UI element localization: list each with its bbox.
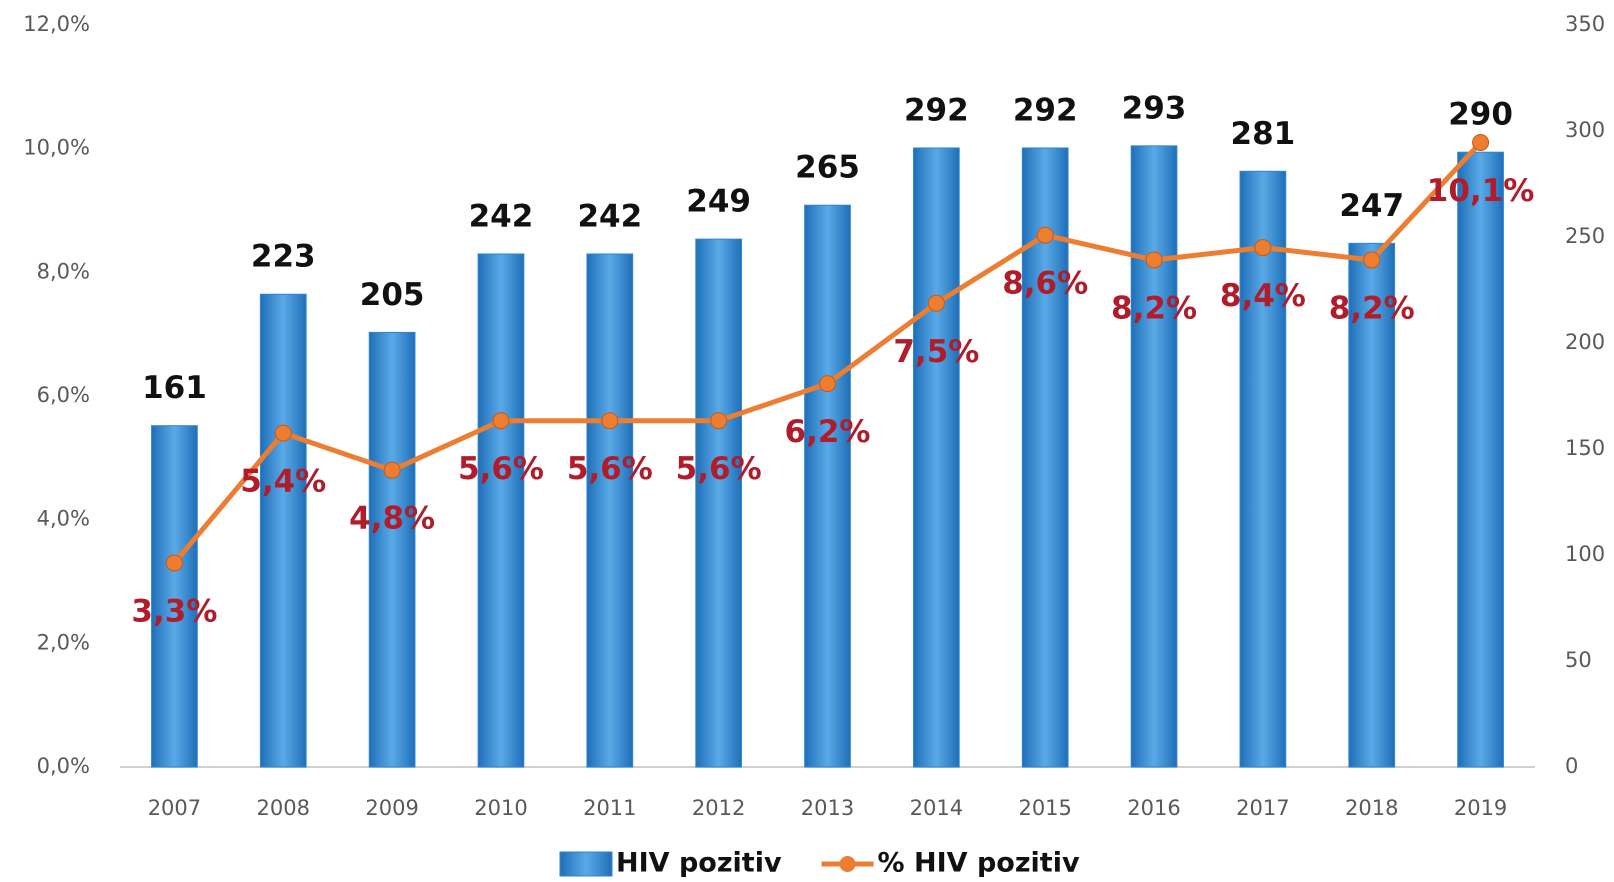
line-value-label: 4,8% bbox=[349, 501, 435, 537]
line-value-label: 6,2% bbox=[785, 414, 871, 450]
line-point bbox=[927, 294, 945, 312]
line-point bbox=[165, 554, 183, 572]
y-tick-label: 12,0% bbox=[23, 12, 90, 36]
line-point bbox=[710, 412, 728, 430]
bar bbox=[1348, 242, 1396, 768]
x-tick-label: 2017 bbox=[1236, 796, 1289, 820]
line-point bbox=[1363, 251, 1381, 269]
y2-tick-label: 350 bbox=[1565, 12, 1605, 36]
bar bbox=[477, 253, 525, 768]
line-value-label: 5,4% bbox=[240, 464, 326, 500]
x-tick-label: 2019 bbox=[1454, 796, 1507, 820]
y-tick-label: 10,0% bbox=[23, 136, 90, 160]
y2-tick-label: 200 bbox=[1565, 330, 1605, 354]
y-tick-label: 0,0% bbox=[37, 754, 90, 778]
y-tick-label: 8,0% bbox=[37, 259, 90, 283]
bar bbox=[151, 425, 198, 768]
line-point bbox=[274, 424, 292, 442]
y2-tick-label: 250 bbox=[1565, 224, 1605, 248]
x-tick-label: 2012 bbox=[692, 796, 745, 820]
bar bbox=[1239, 170, 1287, 768]
bar-value-label: 265 bbox=[795, 150, 860, 186]
x-tick-label: 2015 bbox=[1018, 796, 1071, 820]
y-tick-label: 6,0% bbox=[37, 383, 90, 407]
line-value-label: 10,1% bbox=[1427, 173, 1535, 209]
bar bbox=[586, 253, 634, 768]
line-value-label: 7,5% bbox=[893, 334, 979, 370]
legend-swatch bbox=[839, 856, 856, 872]
bar-value-label: 205 bbox=[360, 277, 425, 313]
y2-tick-label: 0 bbox=[1565, 754, 1578, 778]
bar bbox=[1457, 151, 1504, 768]
bar bbox=[912, 147, 960, 768]
x-tick-label: 2016 bbox=[1127, 796, 1180, 820]
line-point bbox=[1254, 239, 1272, 257]
bar-value-label: 223 bbox=[251, 239, 316, 275]
y2-tick-label: 100 bbox=[1565, 542, 1605, 566]
bar-value-label: 292 bbox=[904, 92, 969, 128]
line-value-label: 8,4% bbox=[1220, 278, 1306, 314]
bar-value-label: 281 bbox=[1231, 116, 1296, 152]
bar bbox=[695, 238, 743, 768]
bar-value-label: 292 bbox=[1013, 92, 1078, 128]
legend-label: % HIV pozitiv bbox=[878, 848, 1080, 879]
bar-value-label: 249 bbox=[686, 184, 751, 220]
bar-value-label: 242 bbox=[577, 198, 642, 234]
x-tick-label: 2014 bbox=[910, 796, 963, 820]
y2-tick-label: 300 bbox=[1565, 118, 1605, 142]
line-point bbox=[383, 461, 401, 479]
bar-value-label: 161 bbox=[142, 370, 207, 406]
line-point bbox=[819, 375, 836, 393]
line-point bbox=[601, 412, 619, 430]
y-tick-label: 2,0% bbox=[37, 630, 90, 654]
bar-value-label: 293 bbox=[1122, 90, 1187, 126]
x-tick-label: 2009 bbox=[365, 796, 418, 820]
x-tick-label: 2013 bbox=[801, 796, 854, 820]
line-value-label: 8,2% bbox=[1329, 290, 1415, 326]
y-tick-label: 4,0% bbox=[37, 507, 90, 531]
x-tick-label: 2008 bbox=[257, 796, 310, 820]
bar bbox=[368, 331, 416, 768]
x-tick-label: 2010 bbox=[474, 796, 527, 820]
bar bbox=[804, 204, 851, 768]
y2-tick-label: 150 bbox=[1565, 436, 1605, 460]
x-tick-label: 2007 bbox=[148, 796, 201, 820]
bar-value-label: 247 bbox=[1339, 188, 1404, 224]
bar-value-label: 290 bbox=[1448, 97, 1513, 133]
line-point bbox=[1036, 226, 1054, 244]
x-tick-label: 2018 bbox=[1345, 796, 1398, 820]
line-value-label: 3,3% bbox=[131, 593, 217, 629]
bar-value-label: 242 bbox=[469, 198, 534, 234]
line-point bbox=[1472, 133, 1490, 151]
line-value-label: 5,6% bbox=[458, 451, 544, 487]
y2-tick-label: 50 bbox=[1565, 648, 1592, 672]
line-value-label: 5,6% bbox=[676, 451, 762, 487]
line-point bbox=[492, 412, 510, 430]
bar bbox=[1130, 145, 1178, 768]
bar bbox=[1021, 147, 1069, 768]
line-value-label: 8,2% bbox=[1111, 290, 1197, 326]
x-tick-label: 2011 bbox=[583, 796, 636, 820]
legend-swatch bbox=[559, 851, 613, 877]
legend-label: HIV pozitiv bbox=[616, 848, 782, 879]
line-value-label: 5,6% bbox=[567, 451, 653, 487]
bar bbox=[259, 293, 307, 768]
line-value-label: 8,6% bbox=[1002, 266, 1088, 302]
line-point bbox=[1145, 251, 1163, 269]
